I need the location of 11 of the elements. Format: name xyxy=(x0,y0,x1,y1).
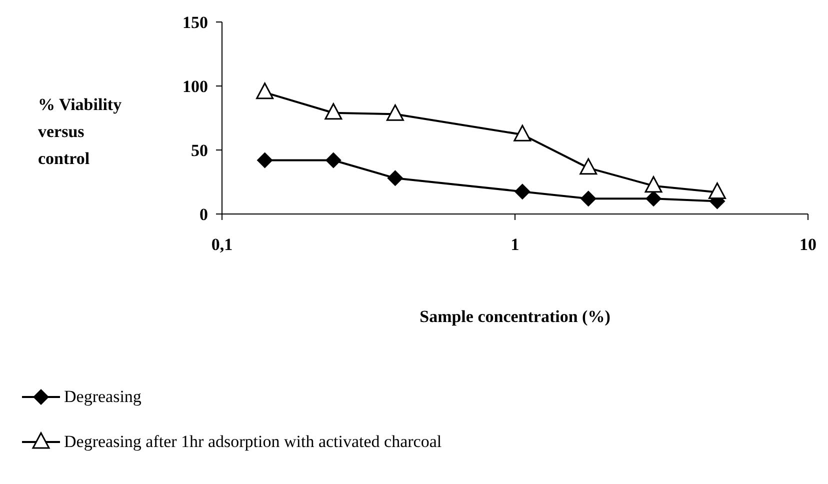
x-tick-label: 1 xyxy=(510,235,520,254)
x-tick-label: 0,1 xyxy=(211,235,233,254)
y-tick-label: 150 xyxy=(182,12,208,32)
x-tick-label: 10 xyxy=(800,235,816,254)
y-tick-label: 0 xyxy=(200,204,208,224)
y-tick-label: 100 xyxy=(182,76,208,96)
y-tick-label: 50 xyxy=(191,140,208,160)
y-axis-title: % Viability versus control xyxy=(38,95,122,168)
legend-label: Degreasing xyxy=(64,387,142,406)
legend-label: Degreasing after 1hr adsorption with activated charcoal xyxy=(64,432,442,452)
x-axis-title: Sample concentration (%) xyxy=(420,307,610,326)
